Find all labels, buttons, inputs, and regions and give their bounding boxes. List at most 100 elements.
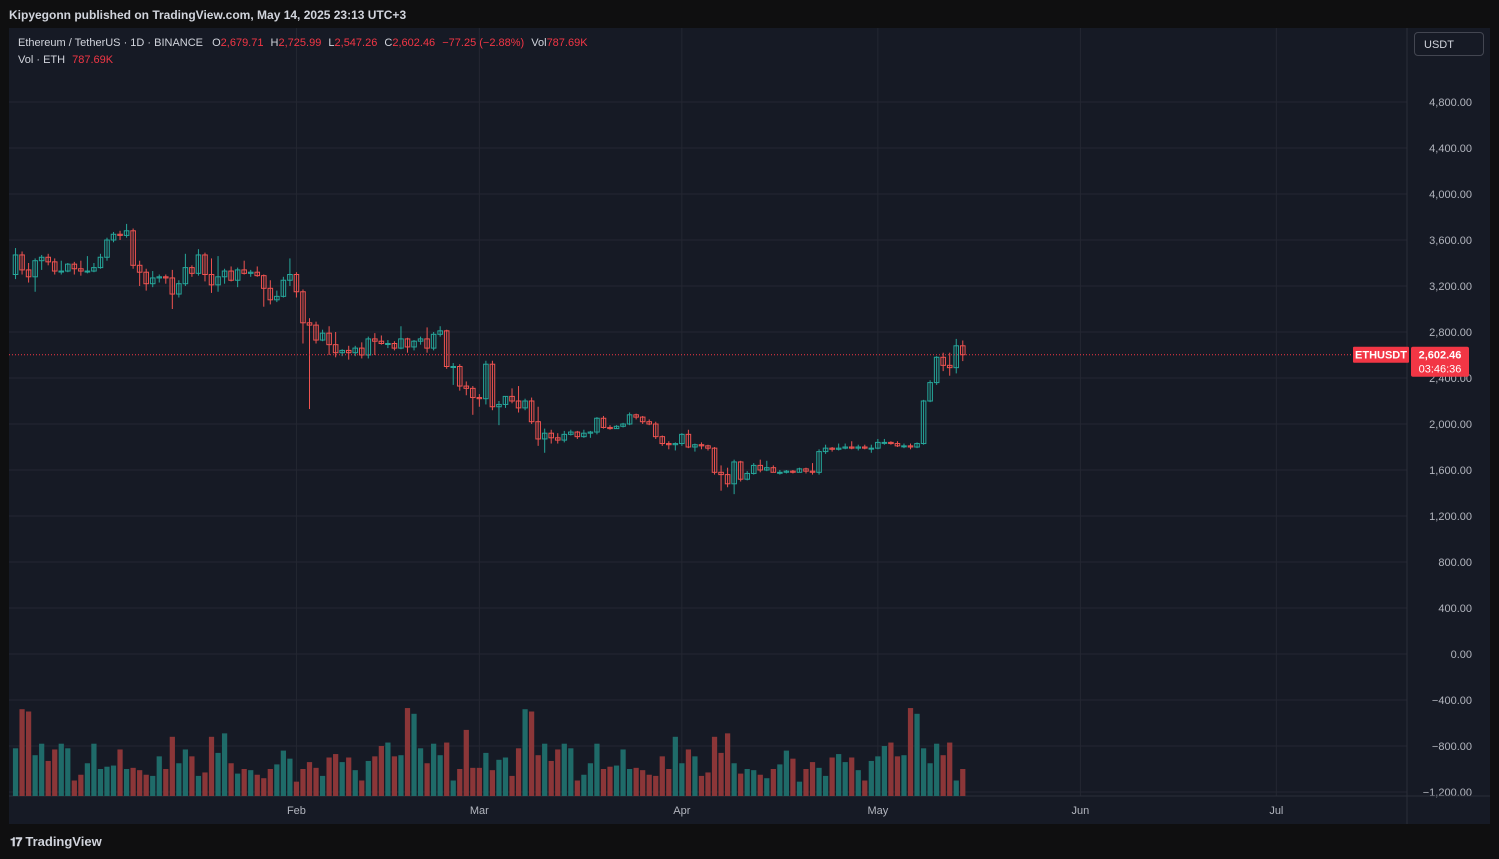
volume-bar bbox=[228, 763, 234, 796]
candle-body bbox=[809, 470, 816, 473]
candle-body bbox=[169, 277, 176, 295]
candle-body bbox=[953, 345, 960, 369]
volume-bar bbox=[783, 750, 790, 796]
candle-body bbox=[437, 330, 443, 335]
candle-body bbox=[195, 254, 202, 274]
volume-bar bbox=[581, 774, 587, 796]
volume-bar bbox=[535, 755, 541, 796]
volume-bar bbox=[476, 767, 482, 796]
volume-bar bbox=[548, 760, 554, 796]
volume-bar bbox=[241, 769, 247, 796]
currency-button[interactable]: USDT bbox=[1414, 32, 1484, 56]
volume-bar bbox=[300, 769, 306, 796]
candle-body bbox=[522, 400, 528, 409]
legend-symbol[interactable]: Ethereum / TetherUS · 1D · BINANCE bbox=[18, 37, 204, 49]
volume-bar bbox=[666, 769, 672, 796]
volume-bar bbox=[248, 770, 254, 796]
candle-body bbox=[528, 400, 535, 423]
candle-body bbox=[502, 395, 509, 405]
legend-open-value: 2,679.71 bbox=[220, 37, 264, 49]
tradingview-logo[interactable]: 𝟏𝟕 TradingView bbox=[10, 834, 102, 850]
candle-body bbox=[130, 230, 136, 266]
chart-panel[interactable]: 4,800.00 4,400.00 4,000.00 3,600.00 3,200.00… bbox=[9, 28, 1490, 824]
volume-bar bbox=[58, 743, 64, 796]
volume-bar bbox=[822, 775, 829, 796]
volume-bar bbox=[934, 743, 940, 796]
candle-body bbox=[254, 271, 261, 277]
candle-body bbox=[515, 400, 522, 409]
volume-bar bbox=[346, 757, 352, 796]
candle-body bbox=[933, 356, 940, 384]
candle-body bbox=[659, 436, 666, 445]
candle-body bbox=[149, 277, 156, 285]
publisher-bar: Kipyegonn published on TradingView.com, … bbox=[0, 0, 1499, 28]
candle-body bbox=[685, 433, 692, 448]
volume-bar bbox=[836, 754, 842, 796]
volume-bar bbox=[378, 746, 384, 796]
footer-bar: 𝟏𝟕 TradingView bbox=[0, 824, 1499, 859]
volume-bar bbox=[862, 780, 868, 796]
volume-bar bbox=[796, 781, 803, 796]
candle-body bbox=[38, 256, 45, 262]
price-chart[interactable]: 4,800.00 4,400.00 4,000.00 3,600.00 3,200.00… bbox=[9, 28, 1490, 824]
candle-body bbox=[391, 343, 398, 349]
y-tick-label: 4,400.00 bbox=[1429, 143, 1472, 155]
candle-body bbox=[692, 444, 698, 448]
candle-body bbox=[234, 269, 241, 281]
candle-body bbox=[91, 267, 97, 272]
candle-body bbox=[202, 254, 208, 275]
candle-body bbox=[463, 385, 470, 389]
y-tick-label: 4,000.00 bbox=[1429, 189, 1472, 201]
candle-body bbox=[888, 441, 894, 445]
volume-bar bbox=[169, 736, 175, 796]
volume-bar bbox=[417, 748, 424, 796]
footer-brand: TradingView bbox=[25, 834, 102, 849]
volume-bar bbox=[875, 756, 881, 796]
candle-body bbox=[228, 270, 234, 281]
candle-body bbox=[45, 256, 51, 263]
y-tick-label: −1,200.00 bbox=[1423, 787, 1472, 799]
price-tag-bg bbox=[1411, 346, 1469, 377]
candle-body bbox=[378, 340, 385, 345]
volume-bar bbox=[411, 713, 417, 796]
candle-body bbox=[300, 291, 306, 324]
volume-bar bbox=[515, 748, 522, 796]
volume-bar bbox=[901, 755, 907, 796]
volume-bar bbox=[679, 763, 685, 796]
legend-volume-label[interactable]: Vol · ETH bbox=[18, 54, 66, 66]
candle-body bbox=[744, 472, 750, 480]
candle-body bbox=[901, 445, 907, 448]
volume-bar bbox=[470, 767, 476, 796]
volume-bar bbox=[287, 758, 293, 796]
candle-body bbox=[731, 461, 737, 485]
candle-body bbox=[920, 400, 927, 445]
volume-bar bbox=[483, 752, 489, 796]
volume-bar bbox=[117, 749, 123, 796]
candle-body bbox=[58, 270, 65, 273]
y-tick-label: 800.00 bbox=[1438, 557, 1472, 569]
volume-bar bbox=[659, 756, 665, 796]
volume-bar bbox=[646, 774, 652, 796]
candle-body bbox=[483, 363, 489, 400]
volume-bar bbox=[809, 762, 816, 796]
candle-body bbox=[777, 471, 783, 474]
x-tick-label: May bbox=[867, 805, 888, 817]
candle-body bbox=[339, 349, 345, 354]
volume-bar bbox=[600, 769, 607, 796]
volume-bar bbox=[555, 749, 561, 796]
volume-bar bbox=[130, 767, 136, 796]
candle-body bbox=[666, 443, 672, 446]
candle-body bbox=[97, 256, 104, 269]
volume-bar bbox=[653, 775, 659, 796]
volume-bar bbox=[313, 767, 319, 796]
volume-bar bbox=[280, 750, 286, 796]
volume-bar bbox=[738, 773, 744, 796]
price-tag-symbol-bg bbox=[1353, 346, 1409, 363]
candle-body bbox=[12, 254, 19, 275]
volume-bar bbox=[372, 756, 378, 796]
candle-body bbox=[946, 364, 953, 369]
candle-body bbox=[724, 474, 731, 485]
candle-body bbox=[110, 233, 117, 241]
volume-bar bbox=[424, 763, 430, 796]
volume-bar bbox=[274, 764, 280, 796]
